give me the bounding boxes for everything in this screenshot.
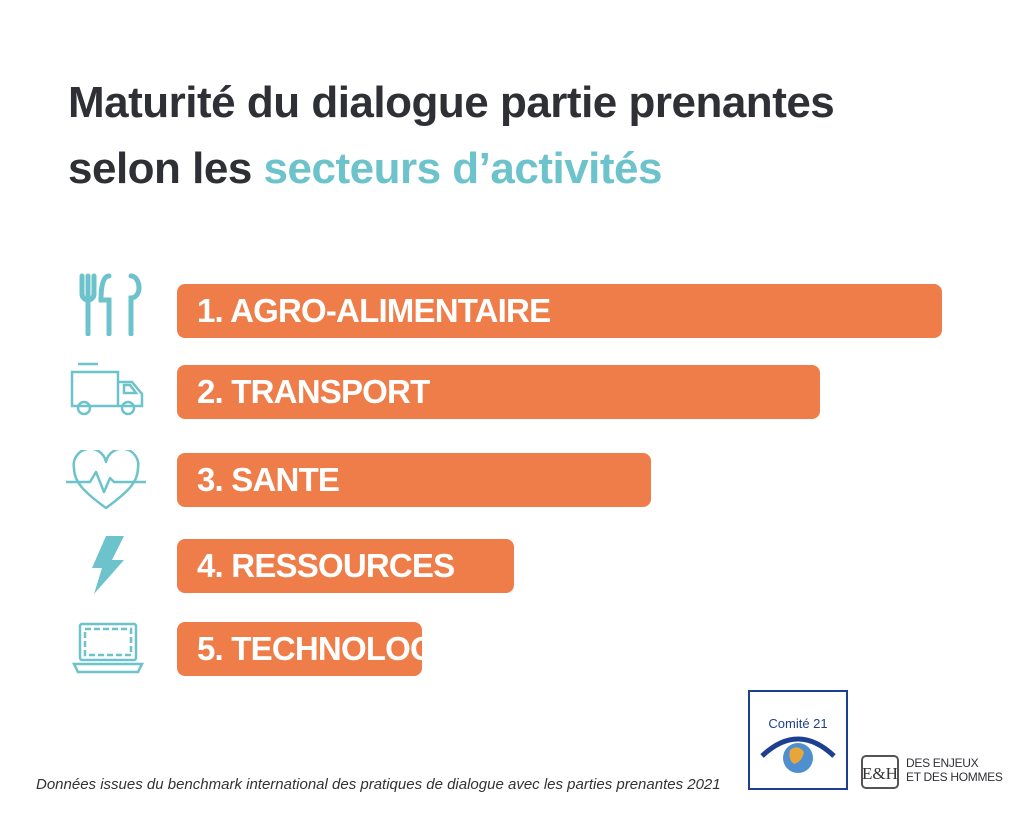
bar-label: 3. SANTE [197,461,340,498]
bar-4: 4. RESSOURCES [177,539,514,593]
bar-label: 2. TRANSPORT [197,373,430,410]
laptop-icon [72,622,144,674]
page-title: Maturité du dialogue partie prenantes se… [68,70,835,202]
comite21-name: Comité 21 [768,716,828,731]
svg-text:E&H: E&H [862,764,898,783]
comite21-logo: Comité 21 [748,690,848,790]
footnote: Données issues du benchmark internationa… [36,776,721,793]
truck-icon [68,362,144,420]
bar-2: 2. TRANSPORT [177,365,820,419]
bar-3: 3. SANTE [177,453,651,507]
des-enjeux-logo: E&H DES ENJEUX ET DES HOMMES [858,752,1008,794]
bar-label: 5. TECHNOLOGIES [197,630,487,667]
bar-1: 1. AGRO-ALIMENTAIRE [177,284,942,338]
eh-line-2: ET DES HOMMES [906,770,1003,784]
eh-line-1: DES ENJEUX [906,756,979,770]
lightning-icon [88,534,128,596]
bar-label: 1. AGRO-ALIMENTAIRE [197,292,551,329]
title-line-2-accent: secteurs d’activités [263,144,663,193]
heart-pulse-icon [66,450,146,512]
cutlery-icon [76,270,146,336]
title-line-1: Maturité du dialogue partie prenantes [68,78,835,127]
bar-5: 5. TECHNOLOGIES [177,622,487,676]
bar-label: 4. RESSOURCES [197,547,455,584]
title-line-2-plain: selon les [68,144,252,193]
